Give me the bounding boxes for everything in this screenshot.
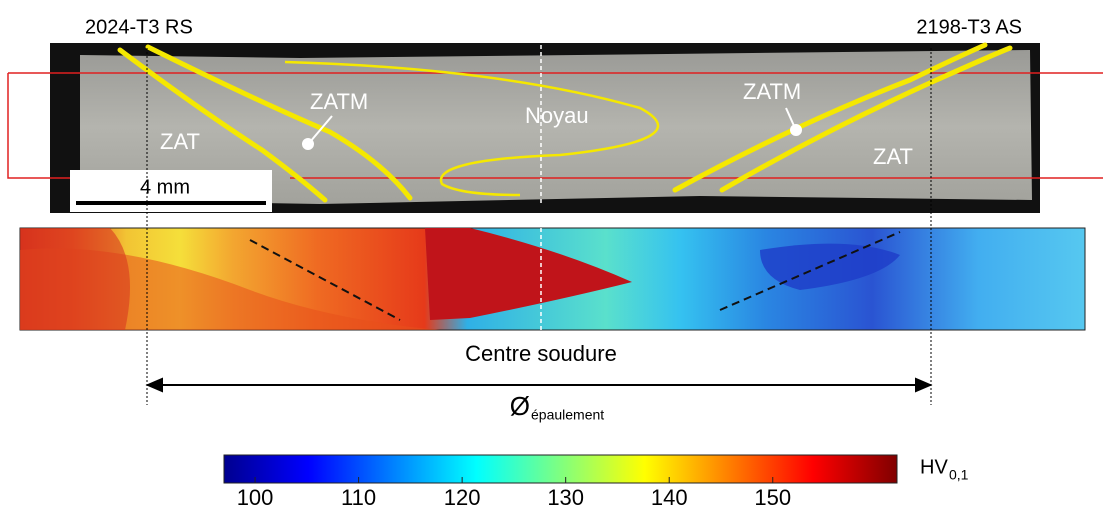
zone-boundaries: [117, 42, 1013, 203]
colorbar-tick-label: 120: [444, 485, 481, 510]
zone-label: ZATM: [310, 89, 368, 114]
colorbar-tick-label: 140: [651, 485, 688, 510]
colorbar-tick-label: 130: [547, 485, 584, 510]
colorbar-unit: HV: [920, 456, 948, 478]
micrograph: [80, 50, 1032, 204]
colorbar-tick-label: 100: [237, 485, 274, 510]
map-region: [20, 228, 130, 330]
zone-label: Noyau: [525, 103, 589, 128]
scale-bar-label: 4 mm: [140, 176, 190, 198]
zone-label: ZAT: [873, 144, 913, 169]
right-material: 2198-T3 AS: [916, 16, 1022, 38]
leaders: [302, 107, 802, 150]
zone-label: ZATM: [743, 79, 801, 104]
colorbar: [223, 454, 898, 484]
zone-label: ZAT: [160, 129, 200, 154]
shoulder-symbol: Ø: [510, 391, 530, 421]
colorbar-tick-label: 110: [341, 485, 376, 510]
left-material: 2024-T3 RS: [85, 16, 193, 38]
shoulder-subscript: épaulement: [531, 407, 604, 423]
center-label: Centre soudure: [465, 341, 617, 366]
colorbar-ticks: 100 110 120 130 140 150: [237, 477, 791, 510]
map-boundary: [249, 231, 901, 321]
colorbar-unit-subscript: 0,1: [949, 467, 969, 483]
core-boundary: [284, 60, 660, 197]
colorbar-tick-label: 150: [754, 485, 791, 510]
shoulder-arrow: [145, 377, 933, 393]
map-region: [425, 228, 632, 320]
